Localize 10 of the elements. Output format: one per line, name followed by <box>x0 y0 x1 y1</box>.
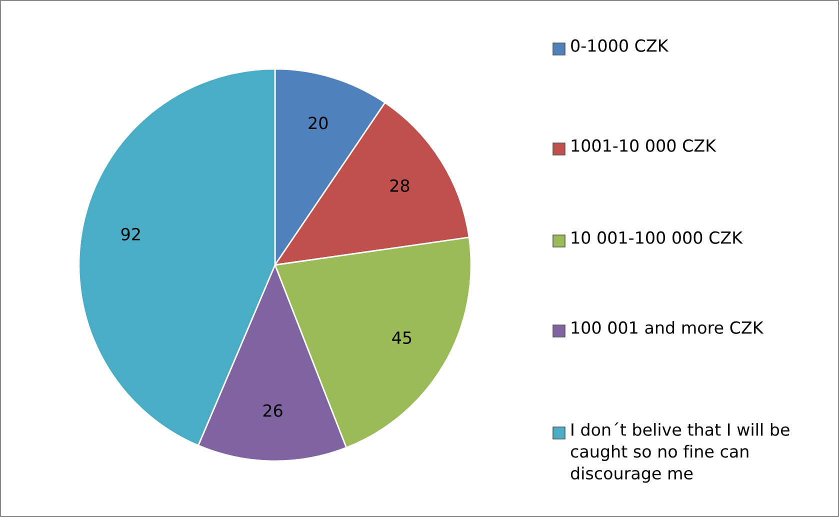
legend-label: I don´t belive that I will be caught so no fine can discourage me <box>570 422 790 483</box>
legend-label: 10 001-100 000 CZK <box>572 231 743 244</box>
data-label: 92 <box>121 228 140 240</box>
data-label: 28 <box>390 179 410 192</box>
data-label: 26 <box>263 404 282 417</box>
legend-label: 100 001 and more CZK <box>572 321 764 334</box>
legend-label: 1001-10 000 CZK <box>572 139 716 152</box>
data-label: 20 <box>308 116 328 130</box>
legend-label: 0-1000 CZK <box>571 39 669 52</box>
data-label: 45 <box>392 332 412 344</box>
